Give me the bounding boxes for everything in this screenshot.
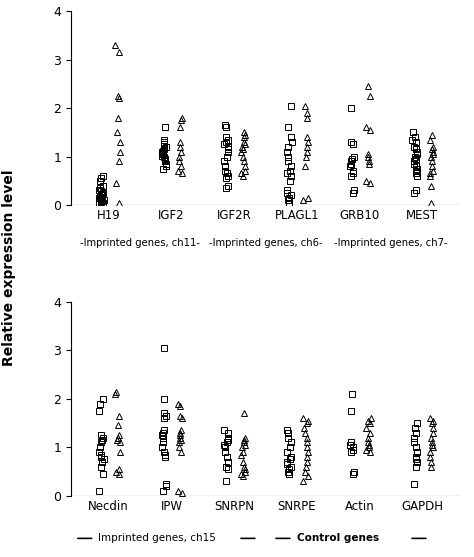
Text: Imprinted genes, ch15: Imprinted genes, ch15 [98, 534, 216, 544]
Text: Control genes: Control genes [297, 534, 379, 544]
Text: -Imprinted genes, ch6-: -Imprinted genes, ch6- [209, 238, 322, 248]
Text: -Imprinted genes, ch7-: -Imprinted genes, ch7- [334, 238, 447, 248]
Text: Relative expression level: Relative expression level [2, 169, 17, 365]
Text: -Imprinted genes, ch11-: -Imprinted genes, ch11- [80, 238, 200, 248]
